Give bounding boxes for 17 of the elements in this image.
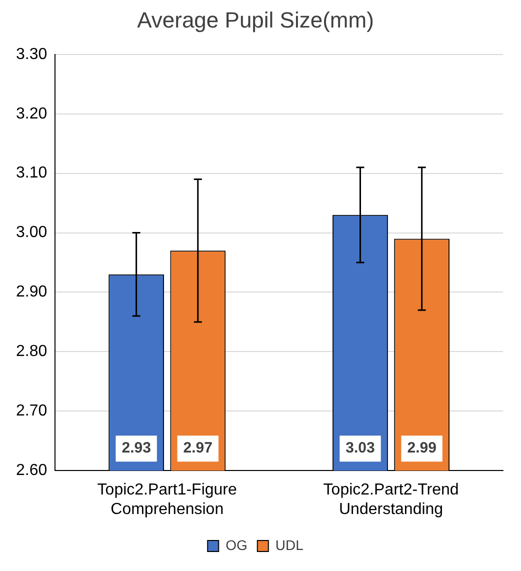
legend-label: UDL (275, 536, 304, 553)
x-tick-label: Topic2.Part2-Trend Understanding (323, 482, 459, 518)
y-tick-label: 3.00 (16, 224, 48, 242)
y-tick-label: 2.60 (16, 462, 48, 480)
y-tick-label: 2.70 (16, 402, 48, 420)
y-tick-label: 3.30 (16, 46, 48, 63)
legend-label: OG (226, 536, 248, 553)
data-label: 2.93 (122, 440, 151, 457)
y-tick-label: 3.10 (16, 164, 48, 182)
data-label: 2.97 (183, 440, 212, 457)
y-tick-label: 2.80 (16, 343, 48, 360)
data-label: 2.99 (407, 440, 436, 457)
chart-title: Average Pupil Size(mm) (137, 7, 374, 32)
x-tick-label: Topic2.Part1-Figure Comprehension (97, 482, 238, 518)
data-label: 3.03 (346, 440, 375, 457)
y-tick-label: 2.90 (16, 284, 48, 301)
y-tick-label: 3.20 (16, 105, 48, 122)
